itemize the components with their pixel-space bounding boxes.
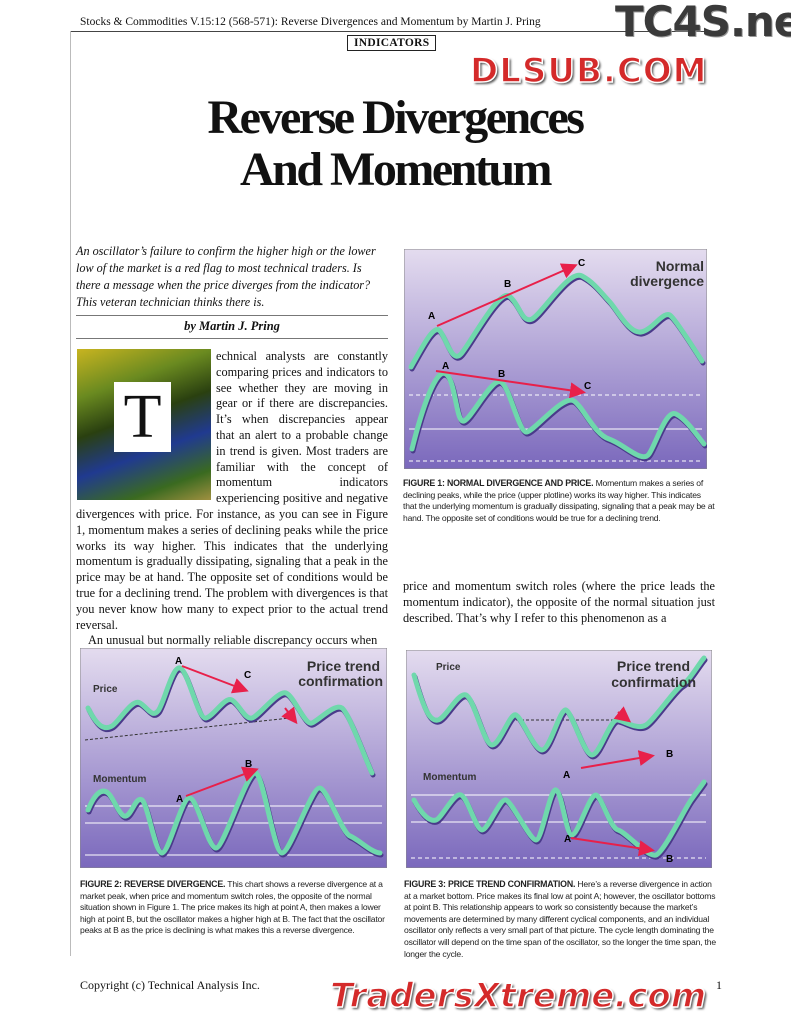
copyright: Copyright (c) Technical Analysis Inc.	[80, 978, 260, 992]
arrow	[435, 370, 586, 399]
title-line: Reverse Divergences	[207, 91, 585, 144]
arrow	[613, 706, 632, 723]
watermark-logo: TradersXtreme.com	[329, 975, 707, 1017]
margin-rule	[70, 31, 71, 956]
point-label: B	[504, 279, 511, 290]
momentum-label: Momentum	[93, 774, 146, 785]
point-label: A	[175, 656, 182, 667]
point-label: B	[498, 369, 505, 380]
caption-head: FIGURE 3: PRICE TREND CONFIRMATION.	[404, 879, 576, 889]
arrow	[281, 706, 298, 725]
chart-title: Price trend	[617, 658, 690, 674]
momentum-line	[85, 770, 383, 856]
figure-2-chart: A C A B Price Momentum Price trend confi…	[80, 648, 387, 868]
divider	[76, 315, 388, 316]
paragraph-text: echnical analysts are constantly compari…	[76, 349, 388, 521]
point-label: A	[563, 770, 570, 781]
figure-3-chart: A B A B Price Momentum Price trend confi…	[406, 650, 712, 868]
point-label: B	[666, 749, 673, 760]
chart-title: divergence	[630, 273, 704, 289]
chart-background	[404, 249, 707, 469]
arrow	[580, 750, 655, 769]
figure-2-caption: FIGURE 2: REVERSE DIVERGENCE. This chart…	[80, 879, 388, 937]
arrow	[436, 263, 578, 327]
figure-3-caption: FIGURE 3: PRICE TREND CONFIRMATION. Here…	[404, 879, 716, 960]
watermark-logo: TC4S.net	[615, 0, 791, 46]
point-label: A	[564, 834, 571, 845]
divider	[76, 338, 388, 339]
drop-cap: T	[114, 382, 171, 452]
chart-title: confirmation	[611, 674, 696, 690]
running-head: Stocks & Commodities V.15:12 (568-571): …	[80, 16, 541, 28]
caption-text: This chart shows a reverse divergence at…	[80, 879, 385, 936]
article-deck: An oscillator’s failure to confirm the h…	[76, 244, 376, 309]
chart-title: Price trend	[307, 658, 380, 674]
momentum-line	[409, 370, 707, 460]
body-paragraph: price and momentum switch roles (where t…	[403, 579, 715, 625]
price-line	[408, 272, 705, 370]
point-label: C	[244, 670, 251, 681]
caption-text: Momentum makes a series of declining pea…	[403, 478, 715, 523]
article-title: Reverse Divergences And Momentum	[80, 92, 710, 196]
price-label: Price	[93, 684, 118, 695]
point-label: B	[245, 759, 252, 770]
caption-head: FIGURE 2: REVERSE DIVERGENCE.	[80, 879, 226, 889]
caption-text: Here’s a reverse divergence in action at…	[404, 879, 716, 959]
point-label: C	[584, 381, 591, 392]
drop-cap-box: T	[77, 349, 211, 500]
left-column: An oscillator’s failure to confirm the h…	[76, 243, 388, 649]
figure-1-chart: A B C A B C Normal divergence	[404, 249, 707, 469]
point-label: A	[428, 311, 435, 322]
chart-title: Normal	[656, 258, 704, 274]
header-rule	[70, 31, 720, 32]
section-label: INDICATORS	[347, 35, 437, 51]
arrow	[185, 766, 259, 797]
trendline	[84, 717, 291, 741]
byline: by Martin J. Pring	[184, 319, 280, 333]
arrow	[181, 665, 249, 694]
watermark-logo: DLSUB.COM	[469, 51, 708, 91]
momentum-label: Momentum	[423, 772, 476, 783]
body-paragraph: T echnical analysts are constantly compa…	[76, 349, 388, 649]
page-number: 1	[716, 978, 722, 992]
paragraph-text: with price. For instance, as you can see…	[76, 506, 389, 632]
price-line	[411, 655, 707, 758]
paragraph-text: An unusual but normally reliable discrep…	[88, 633, 378, 648]
momentum-line	[411, 779, 707, 858]
chart-background	[406, 650, 712, 868]
point-label: C	[578, 258, 585, 269]
point-label: B	[666, 854, 673, 865]
chart-title: confirmation	[298, 673, 383, 689]
title-line: And Momentum	[239, 143, 553, 196]
price-label: Price	[436, 662, 461, 673]
caption-head: FIGURE 1: NORMAL DIVERGENCE AND PRICE.	[403, 478, 594, 488]
price-line	[85, 665, 375, 776]
point-label: A	[176, 794, 183, 805]
point-label: A	[442, 361, 449, 372]
figure-1-caption: FIGURE 1: NORMAL DIVERGENCE AND PRICE. M…	[403, 478, 715, 524]
arrow	[570, 837, 655, 857]
